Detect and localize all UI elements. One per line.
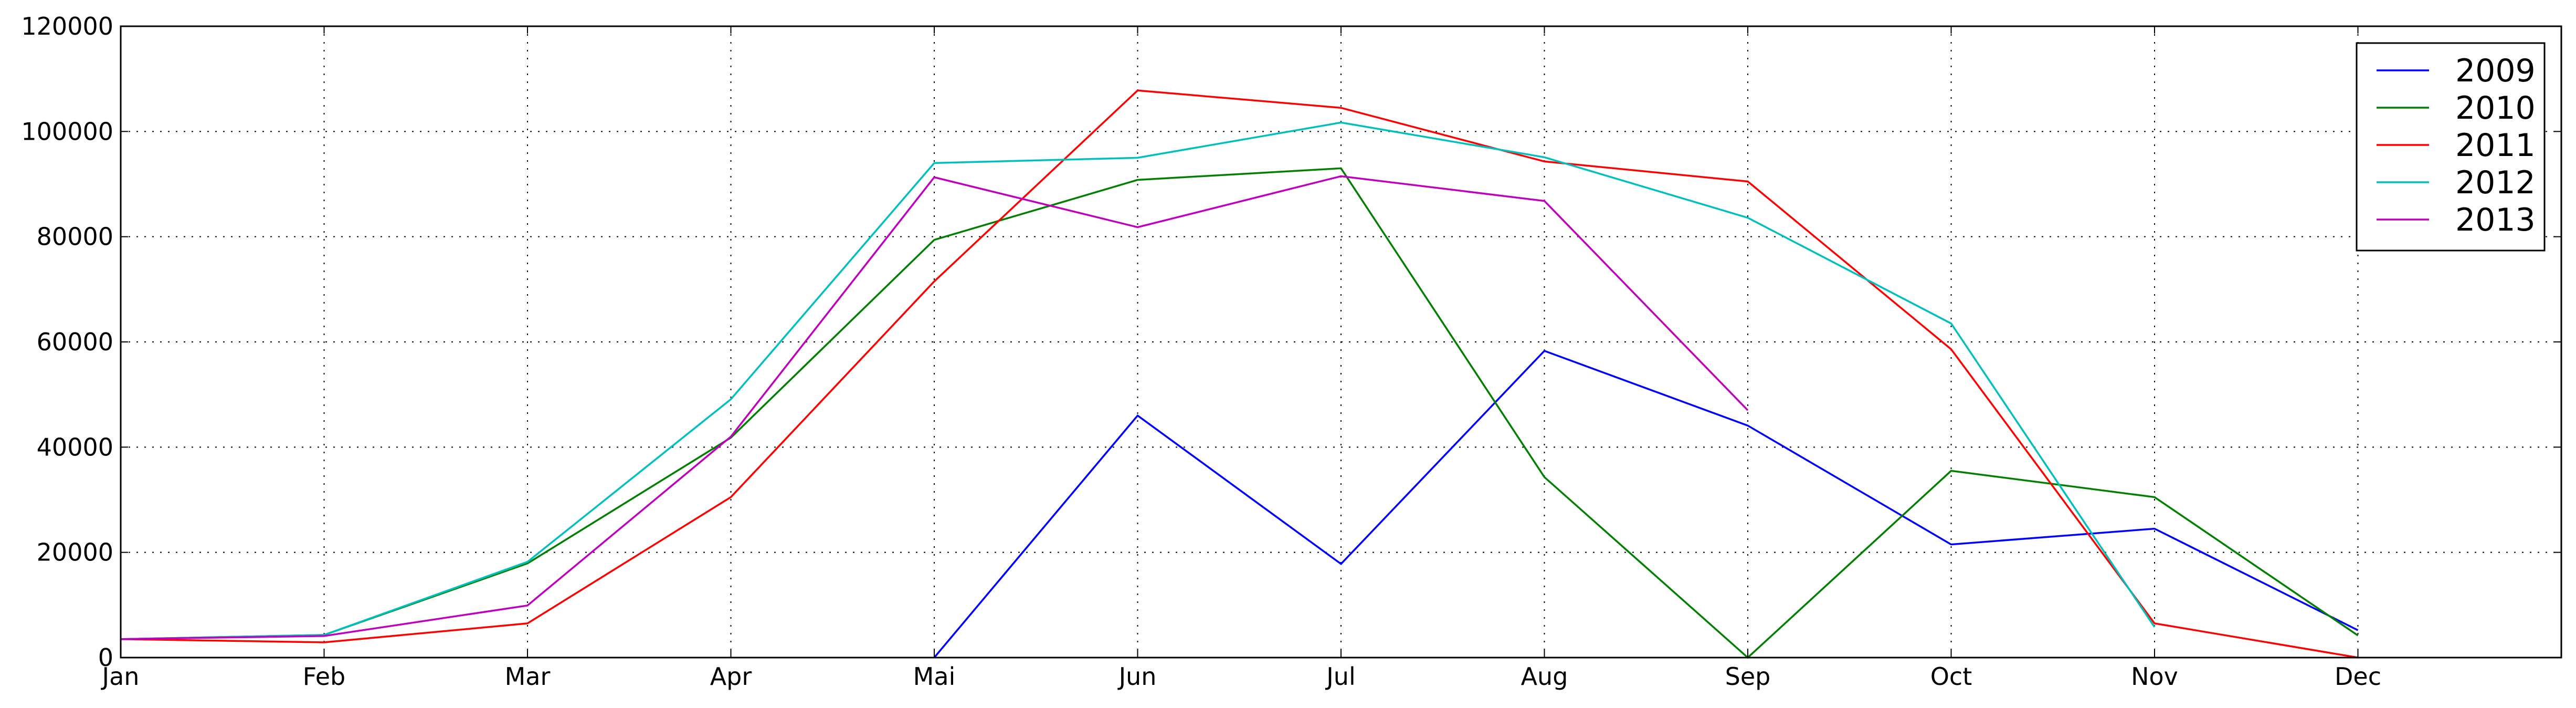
legend-label-2010: 2010 (2455, 90, 2536, 127)
series-line-2009 (933, 349, 2359, 659)
x-tick-label: Mar (505, 662, 551, 691)
x-tick-label: Apr (710, 662, 752, 691)
series-line-2011 (120, 89, 2358, 659)
y-tick-label: 120000 (21, 12, 113, 40)
x-tick-label: Oct (1930, 662, 1972, 691)
y-tick-label: 0 (98, 643, 113, 672)
x-tick-label: Jan (101, 662, 140, 691)
series-line-2010 (120, 167, 2359, 659)
y-axis-tick-labels: 0 20000 40000 60000 80000 100000 120000 (21, 12, 113, 672)
series-line-2013 (120, 175, 1749, 640)
y-tick-label: 80000 (37, 223, 113, 251)
x-axis-tick-labels: Jan Feb Mar Apr Mai Jun Jul Aug Sep Oct Nov Dec (101, 662, 2381, 691)
x-tick-label: Mai (913, 662, 956, 691)
legend-label-2013: 2013 (2455, 202, 2536, 238)
y-tick-label: 100000 (21, 117, 113, 145)
x-tick-label: Sep (1725, 662, 1771, 691)
legend-label-2009: 2009 (2455, 53, 2536, 89)
axis-ticks (120, 26, 2561, 658)
x-tick-label: Jul (1325, 662, 1356, 691)
x-tick-label: Dec (2335, 662, 2381, 691)
legend-label-2012: 2012 (2455, 164, 2536, 201)
y-tick-label: 40000 (37, 433, 113, 461)
x-tick-label: Jun (1117, 662, 1157, 691)
series-lines (120, 89, 2359, 659)
legend-label-2011: 2011 (2455, 127, 2536, 164)
y-tick-label: 60000 (37, 328, 113, 356)
y-tick-label: 20000 (37, 538, 113, 567)
x-tick-label: Nov (2131, 662, 2178, 691)
legend-box (2356, 42, 2546, 252)
series-line-2012 (120, 121, 2156, 640)
x-tick-label: Feb (303, 662, 345, 691)
x-tick-label: Aug (1521, 662, 1568, 691)
grid (121, 26, 2561, 658)
